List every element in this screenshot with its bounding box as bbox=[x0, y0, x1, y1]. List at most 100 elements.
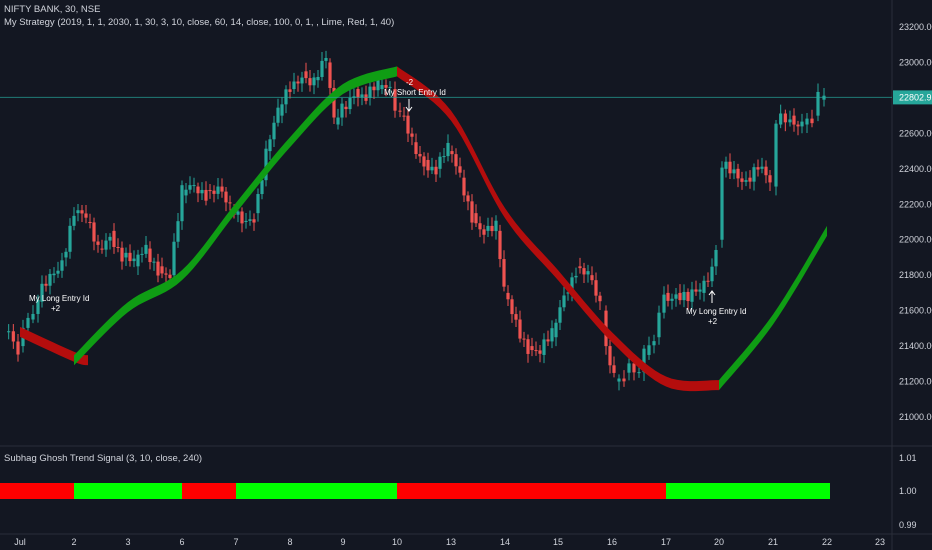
candle-body bbox=[800, 121, 804, 127]
candle-body bbox=[494, 220, 498, 232]
candle-body bbox=[810, 118, 814, 124]
candle-body bbox=[732, 169, 736, 174]
candle-body bbox=[710, 266, 714, 282]
candle-body bbox=[522, 338, 526, 340]
time-axis-tick: 15 bbox=[553, 537, 563, 547]
candle-body bbox=[316, 76, 320, 81]
candle-body bbox=[678, 292, 682, 301]
price-axis[interactable]: 23200.0023000.0022800.0022600.0022400.00… bbox=[899, 22, 932, 422]
candle-body bbox=[470, 201, 474, 223]
candle-body bbox=[562, 295, 566, 308]
candle-body bbox=[56, 270, 60, 274]
candle-body bbox=[430, 166, 434, 171]
candle-body bbox=[196, 186, 200, 194]
candle-body bbox=[236, 211, 240, 215]
time-axis-tick: 17 bbox=[661, 537, 671, 547]
indicator-title[interactable]: Subhag Ghosh Trend Signal (3, 10, close,… bbox=[4, 453, 203, 464]
price-axis-tick: 21400.00 bbox=[899, 341, 932, 351]
candle-body bbox=[156, 261, 160, 276]
long-entry-qty-2: +2 bbox=[708, 317, 718, 326]
candle-body bbox=[666, 292, 670, 301]
candle-body bbox=[124, 252, 128, 258]
price-axis-tick: 22200.00 bbox=[899, 199, 932, 209]
candle-body bbox=[312, 77, 316, 86]
candle-body bbox=[426, 159, 430, 171]
candle-body bbox=[148, 248, 152, 263]
time-axis-tick: Jul bbox=[14, 537, 26, 547]
candle-body bbox=[486, 225, 490, 231]
candle-body bbox=[724, 161, 728, 169]
candle-body bbox=[714, 249, 718, 267]
candle-body bbox=[550, 328, 554, 342]
candle-body bbox=[674, 294, 678, 299]
candle-body bbox=[100, 248, 104, 250]
price-axis-tick: 22000.00 bbox=[899, 235, 932, 245]
candle-body bbox=[558, 307, 562, 323]
candle-body bbox=[72, 215, 76, 226]
candle-body bbox=[268, 139, 272, 152]
time-axis[interactable]: Jul 2 3 6 7 8 9 10 13 14 15 16 17 20 21 22 23 bbox=[14, 537, 885, 547]
candle-body bbox=[502, 259, 506, 287]
candle-body bbox=[682, 291, 686, 301]
candle-body bbox=[300, 77, 304, 84]
candle-body bbox=[578, 266, 582, 269]
candle-body bbox=[768, 175, 772, 183]
candle-body bbox=[816, 91, 820, 116]
candle-body bbox=[344, 106, 348, 110]
candle-body bbox=[132, 258, 136, 262]
candle-body bbox=[368, 86, 372, 98]
candle-body bbox=[534, 350, 538, 352]
candle-body bbox=[608, 346, 612, 366]
symbol-title[interactable]: NIFTY BANK, 30, NSE bbox=[4, 4, 101, 15]
candle-body bbox=[586, 271, 590, 275]
price-axis-tick: 21000.00 bbox=[899, 412, 932, 422]
candle-body bbox=[393, 89, 397, 111]
ma-ribbon-red bbox=[20, 326, 88, 366]
candle-body bbox=[788, 119, 792, 123]
candle-body bbox=[446, 142, 450, 157]
candle-body bbox=[637, 372, 641, 374]
candle-body bbox=[288, 89, 292, 92]
candle-body bbox=[647, 345, 651, 355]
candle-body bbox=[740, 178, 744, 182]
candle-body bbox=[180, 185, 184, 222]
candle-body bbox=[538, 350, 542, 354]
candle-body bbox=[252, 219, 256, 223]
trend-segment-red bbox=[0, 483, 74, 499]
time-axis-tick: 9 bbox=[340, 537, 345, 547]
strategy-annotations: My Long Entry Id +2 -2 My Short Entry Id… bbox=[29, 78, 746, 326]
candle-body bbox=[320, 60, 324, 77]
time-axis-tick: 16 bbox=[607, 537, 617, 547]
candle-body bbox=[474, 213, 478, 224]
candle-body bbox=[402, 115, 406, 117]
candle-body bbox=[657, 312, 661, 338]
candle-body bbox=[276, 107, 280, 123]
indicator-axis[interactable]: 1.01 1.00 0.99 bbox=[899, 453, 917, 530]
trend-segment-red bbox=[182, 483, 236, 499]
candle-body bbox=[702, 280, 706, 293]
short-entry-label: My Short Entry Id bbox=[384, 88, 446, 97]
candle-body bbox=[200, 189, 204, 194]
candle-body bbox=[116, 246, 120, 248]
candle-body bbox=[756, 167, 760, 170]
candle-body bbox=[176, 221, 180, 242]
candle-body bbox=[360, 94, 364, 98]
candle-body bbox=[384, 85, 388, 88]
time-axis-tick: 14 bbox=[500, 537, 510, 547]
candle-body bbox=[632, 363, 636, 373]
candle-body bbox=[694, 289, 698, 292]
candle-body bbox=[670, 298, 674, 301]
candle-body bbox=[348, 97, 352, 110]
trend-segment-lime bbox=[236, 483, 397, 499]
candle-body bbox=[462, 177, 466, 196]
strategy-title[interactable]: My Strategy (2019, 1, 1, 2030, 1, 30, 3,… bbox=[4, 17, 395, 28]
candle-body bbox=[736, 168, 740, 179]
time-axis-tick: 22 bbox=[822, 537, 832, 547]
candle-body bbox=[240, 211, 244, 224]
candle-body bbox=[216, 186, 220, 194]
candle-body bbox=[188, 185, 192, 190]
candle-body bbox=[617, 378, 621, 382]
candle-body bbox=[184, 189, 188, 196]
price-axis-tick: 21200.00 bbox=[899, 377, 932, 387]
